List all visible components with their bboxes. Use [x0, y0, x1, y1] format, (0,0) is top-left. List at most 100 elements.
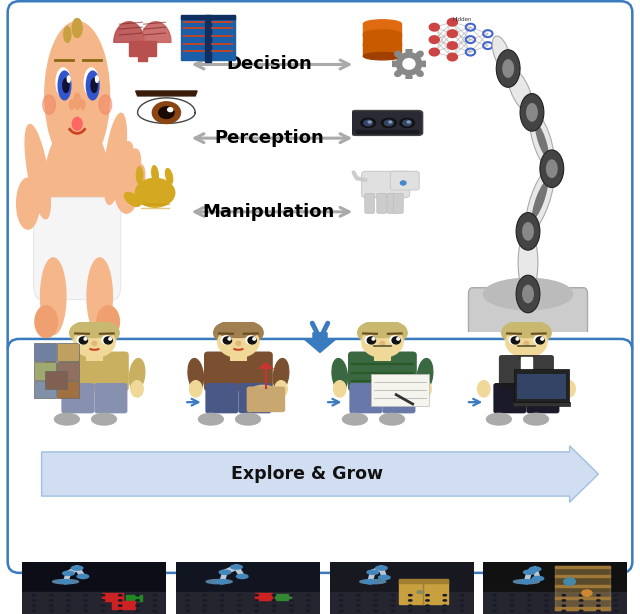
Circle shape: [579, 600, 583, 601]
Ellipse shape: [152, 166, 158, 182]
Circle shape: [400, 119, 415, 128]
Circle shape: [614, 600, 618, 601]
Circle shape: [32, 605, 36, 606]
Circle shape: [109, 338, 111, 340]
Polygon shape: [181, 15, 208, 18]
Circle shape: [77, 574, 88, 578]
Circle shape: [49, 610, 53, 612]
Ellipse shape: [534, 336, 543, 344]
Circle shape: [69, 100, 74, 109]
Polygon shape: [556, 607, 610, 610]
Circle shape: [545, 605, 548, 606]
Circle shape: [403, 120, 412, 126]
Ellipse shape: [332, 359, 348, 391]
Ellipse shape: [72, 18, 82, 37]
Circle shape: [289, 594, 293, 596]
Circle shape: [510, 605, 514, 606]
Text: Manipulation: Manipulation: [203, 203, 335, 221]
Ellipse shape: [502, 320, 551, 346]
Polygon shape: [364, 34, 401, 46]
Circle shape: [136, 594, 140, 596]
Circle shape: [237, 594, 241, 596]
Circle shape: [228, 338, 231, 340]
Circle shape: [84, 600, 88, 601]
Circle shape: [408, 610, 412, 612]
Circle shape: [493, 605, 497, 606]
Ellipse shape: [43, 95, 56, 114]
Circle shape: [364, 580, 376, 584]
Ellipse shape: [513, 580, 540, 584]
Ellipse shape: [198, 413, 223, 425]
Ellipse shape: [420, 61, 428, 66]
Circle shape: [448, 53, 457, 61]
Circle shape: [272, 610, 276, 612]
Circle shape: [101, 600, 105, 601]
Circle shape: [372, 338, 375, 340]
Circle shape: [510, 594, 514, 596]
Polygon shape: [556, 566, 610, 610]
Polygon shape: [258, 362, 274, 369]
Polygon shape: [556, 597, 610, 599]
Circle shape: [443, 600, 447, 601]
Ellipse shape: [359, 321, 406, 338]
Ellipse shape: [362, 327, 403, 357]
Circle shape: [339, 594, 343, 596]
Circle shape: [496, 50, 520, 87]
Circle shape: [307, 610, 310, 612]
Circle shape: [74, 93, 81, 109]
Ellipse shape: [564, 578, 575, 585]
Polygon shape: [208, 17, 235, 60]
Circle shape: [596, 600, 600, 601]
Circle shape: [391, 605, 395, 606]
Circle shape: [255, 605, 259, 606]
Polygon shape: [22, 592, 166, 614]
Ellipse shape: [236, 413, 260, 425]
Ellipse shape: [56, 68, 70, 96]
FancyBboxPatch shape: [493, 383, 526, 413]
Polygon shape: [364, 24, 401, 36]
Ellipse shape: [72, 117, 82, 130]
Circle shape: [136, 600, 140, 601]
Ellipse shape: [70, 320, 119, 346]
FancyBboxPatch shape: [45, 371, 67, 389]
Ellipse shape: [166, 169, 173, 184]
Polygon shape: [136, 91, 197, 96]
Ellipse shape: [395, 71, 401, 76]
FancyBboxPatch shape: [349, 383, 383, 413]
Circle shape: [493, 610, 497, 612]
FancyBboxPatch shape: [387, 193, 397, 213]
Ellipse shape: [104, 114, 127, 204]
Circle shape: [529, 567, 541, 571]
Circle shape: [527, 594, 531, 596]
Ellipse shape: [503, 321, 550, 338]
Circle shape: [546, 160, 558, 178]
Circle shape: [237, 605, 241, 606]
Polygon shape: [330, 592, 474, 614]
Circle shape: [562, 594, 566, 596]
Ellipse shape: [417, 359, 433, 391]
Polygon shape: [399, 579, 448, 583]
Circle shape: [255, 600, 259, 601]
Circle shape: [101, 594, 105, 596]
FancyBboxPatch shape: [8, 339, 632, 573]
Text: Decision: Decision: [226, 55, 312, 74]
Circle shape: [32, 594, 36, 596]
Circle shape: [460, 600, 464, 601]
FancyArrow shape: [304, 333, 336, 352]
Circle shape: [49, 600, 53, 601]
Ellipse shape: [40, 258, 66, 335]
Circle shape: [101, 605, 105, 606]
Polygon shape: [255, 593, 273, 600]
Circle shape: [203, 610, 207, 612]
Ellipse shape: [87, 258, 113, 335]
Circle shape: [361, 119, 376, 128]
Circle shape: [186, 594, 189, 596]
Circle shape: [516, 275, 540, 313]
FancyBboxPatch shape: [514, 369, 569, 402]
FancyBboxPatch shape: [365, 193, 374, 213]
Circle shape: [527, 610, 531, 612]
Circle shape: [17, 178, 39, 229]
Circle shape: [448, 30, 457, 37]
Ellipse shape: [477, 381, 490, 397]
Circle shape: [376, 566, 387, 570]
